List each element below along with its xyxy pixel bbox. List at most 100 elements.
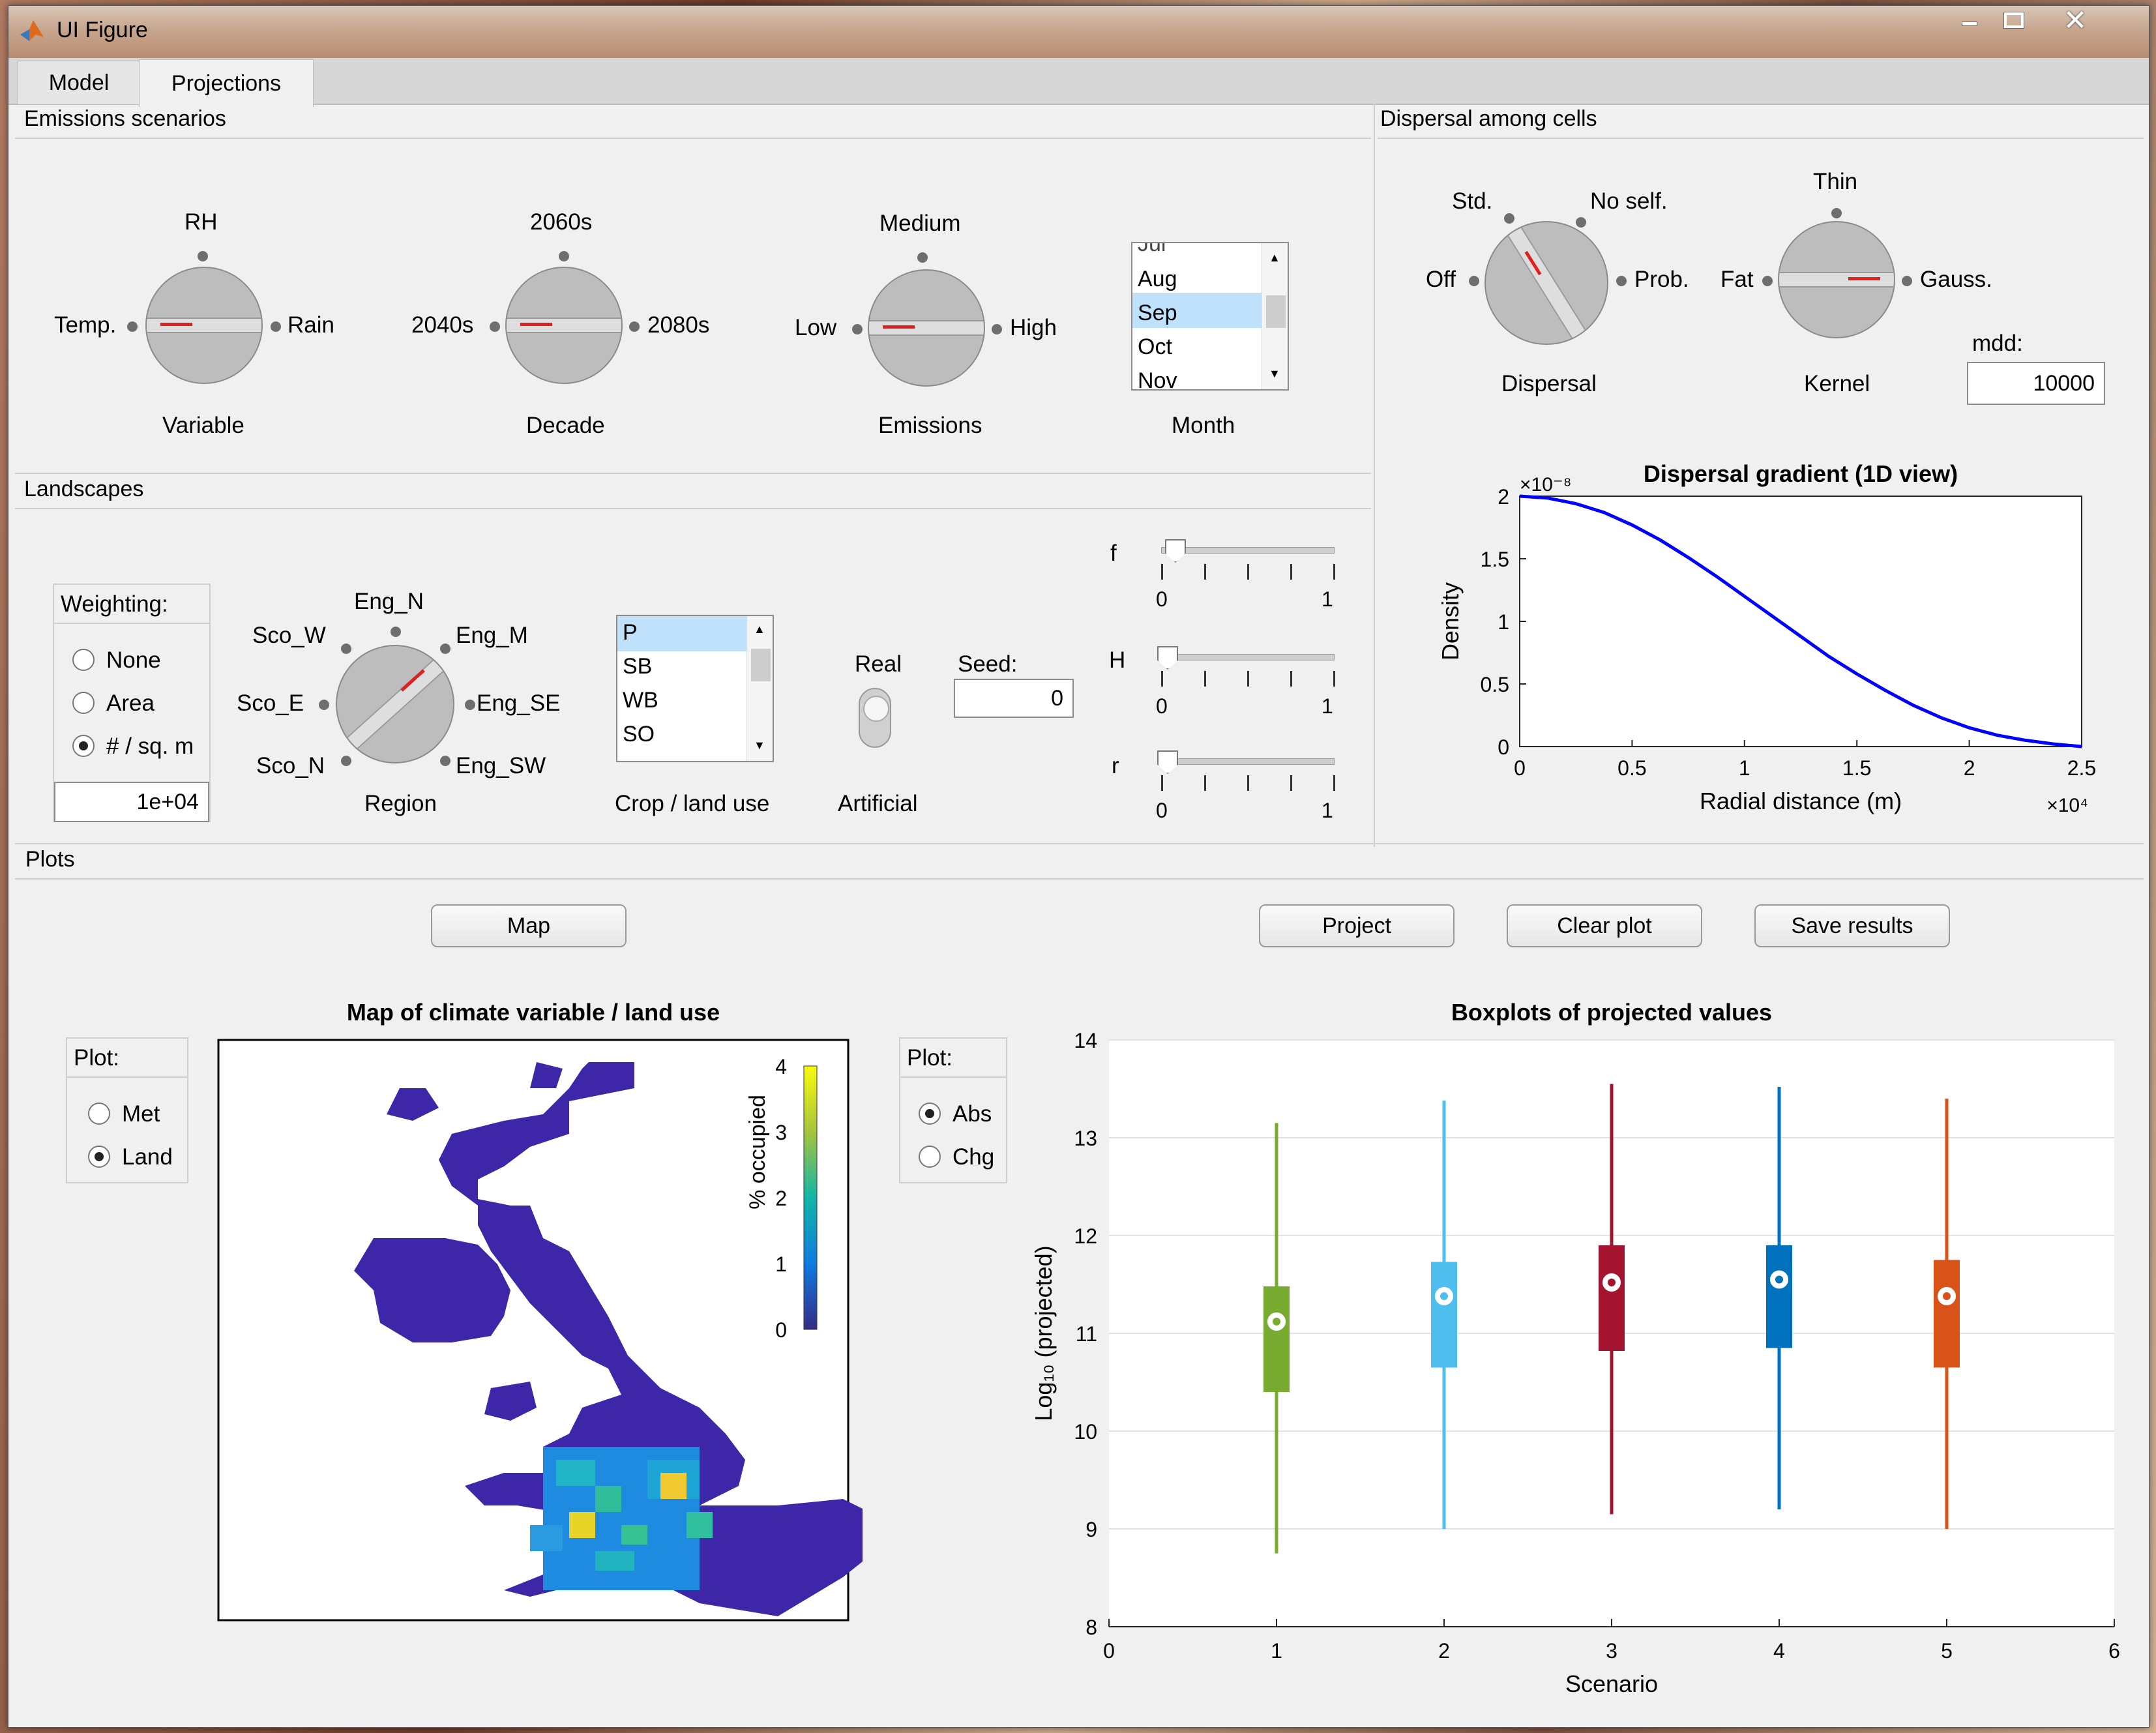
colorbar-tick-label: 4 — [775, 1055, 787, 1078]
dispersal-knob-label: Dispersal — [1501, 371, 1597, 396]
tab-model[interactable]: Model — [18, 61, 140, 105]
chart-title: Boxplots of projected values — [1451, 999, 1772, 1026]
x-tick-label: 1 — [1271, 1639, 1282, 1663]
heat-cell — [621, 1525, 647, 1545]
y-tick-label: 11 — [1076, 1322, 1097, 1346]
abs-radio[interactable] — [919, 1103, 941, 1125]
heat-cell — [595, 1551, 634, 1571]
knob-tick — [1902, 276, 1912, 286]
dispersal-panel-title: Dispersal among cells — [1380, 106, 1597, 131]
knob-tick — [490, 321, 500, 332]
met-label: Met — [122, 1101, 160, 1127]
kernel-knob[interactable] — [1778, 221, 1895, 338]
slider-r-min: 0 — [1156, 799, 1168, 822]
decade-right-label: 2080s — [647, 312, 710, 338]
region-ne-label: Eng_M — [456, 623, 528, 648]
month-listbox[interactable]: Jul Aug Sep Oct Nov ▲ ▼ — [1131, 242, 1289, 391]
map-button[interactable]: Map — [431, 904, 627, 947]
x-axis-label: Scenario — [1565, 1670, 1658, 1697]
project-button[interactable]: Project — [1259, 904, 1455, 947]
list-item[interactable]: P — [623, 620, 638, 645]
decade-knob-label: Decade — [526, 413, 605, 438]
y-tick-label: 0.5 — [1481, 673, 1509, 696]
variable-top-label: RH — [185, 209, 218, 235]
crop-listbox[interactable]: P SB WB SO ▲ ▼ — [616, 615, 774, 762]
emissions-knob[interactable] — [868, 269, 985, 387]
weighting-value-field[interactable]: 1e+04 — [54, 782, 209, 822]
mdd-label: mdd: — [1972, 331, 2023, 356]
y-tick-label: 1 — [1498, 610, 1509, 634]
chg-label: Chg — [952, 1144, 995, 1170]
list-item[interactable]: SB — [623, 654, 653, 679]
variable-knob[interactable] — [145, 267, 263, 384]
list-item[interactable]: Aug — [1138, 267, 1177, 291]
scroll-down-icon[interactable]: ▼ — [1269, 367, 1280, 380]
land-region — [387, 1088, 439, 1121]
abs-label: Abs — [952, 1101, 992, 1127]
decade-knob[interactable] — [505, 267, 623, 384]
y-tick-label: 1.5 — [1481, 548, 1509, 571]
scroll-up-icon[interactable]: ▲ — [1269, 251, 1280, 264]
slider-tick — [1333, 671, 1335, 687]
clear-plot-button[interactable]: Clear plot — [1507, 904, 1702, 947]
x-tick-label: 4 — [1773, 1639, 1785, 1663]
knob-tick — [992, 324, 1002, 334]
x-tick-label: 0 — [1103, 1639, 1115, 1663]
slider-tick — [1204, 671, 1206, 687]
dispersal-topright-label: No self. — [1590, 188, 1668, 214]
slider-r-thumb[interactable] — [1157, 750, 1178, 774]
slider-tick — [1204, 564, 1206, 580]
box — [1766, 1245, 1792, 1348]
weighting-group: Weighting: None Area # / sq. m 1e+04 — [53, 584, 211, 822]
y-tick-label: 12 — [1074, 1224, 1097, 1248]
save-results-button[interactable]: Save results — [1754, 904, 1950, 947]
slider-h-thumb[interactable] — [1157, 646, 1178, 670]
colorbar — [803, 1065, 818, 1330]
close-button[interactable]: ✕ — [2036, 5, 2114, 37]
knob-tick — [1616, 276, 1627, 286]
chg-radio[interactable] — [919, 1146, 941, 1168]
tab-projections[interactable]: Projections — [139, 59, 314, 107]
slider-f-thumb[interactable] — [1165, 539, 1186, 563]
weighting-none-radio[interactable] — [72, 649, 95, 671]
list-item[interactable]: WB — [623, 688, 658, 713]
slider-r-label: r — [1112, 753, 1119, 778]
real-artificial-switch[interactable] — [859, 688, 891, 748]
knob-tick — [198, 251, 208, 261]
region-knob[interactable] — [336, 645, 454, 763]
list-item[interactable]: Sep — [1138, 301, 1177, 325]
scroll-down-icon[interactable]: ▼ — [754, 739, 765, 752]
climate-map-chart: Map of climate variable / land use 0 1 2 3 4%… — [217, 999, 863, 1622]
slider-tick — [1204, 775, 1206, 791]
emissions-top-label: Medium — [879, 211, 961, 236]
land-radio[interactable] — [88, 1146, 110, 1168]
list-item[interactable]: Nov — [1138, 368, 1177, 391]
knob-tick — [1469, 276, 1479, 286]
region-se-label: Eng_SW — [456, 753, 546, 778]
maximize-button[interactable] — [1992, 6, 2036, 35]
list-item[interactable]: SO — [623, 722, 655, 747]
y-tick-label: 10 — [1074, 1420, 1097, 1444]
weighting-area-radio[interactable] — [72, 692, 95, 714]
weighting-density-radio[interactable] — [72, 735, 95, 757]
dispersal-knob[interactable] — [1484, 221, 1608, 345]
slider-f-track[interactable] — [1161, 547, 1335, 554]
y-axis-label: Density — [1437, 582, 1464, 660]
month-scrollbar[interactable]: ▲ ▼ — [1262, 243, 1288, 389]
y-axis-label: Log₁₀ (projected) — [1030, 1245, 1057, 1421]
knob-tick — [1504, 213, 1514, 224]
slider-h-track[interactable] — [1161, 654, 1335, 660]
met-radio[interactable] — [88, 1103, 110, 1125]
mdd-field[interactable]: 10000 — [1967, 362, 2105, 405]
list-item[interactable]: Oct — [1138, 334, 1172, 359]
seed-field[interactable]: 0 — [954, 679, 1074, 718]
variable-right-label: Rain — [288, 312, 334, 338]
scroll-up-icon[interactable]: ▲ — [754, 623, 765, 636]
slider-r-track[interactable] — [1161, 758, 1335, 765]
weighting-title: Weighting: — [61, 591, 168, 617]
slider-tick — [1290, 671, 1292, 687]
minimize-button[interactable] — [1947, 6, 1992, 35]
x-tick-label: 1 — [1739, 756, 1750, 780]
crop-scrollbar[interactable]: ▲ ▼ — [746, 616, 773, 761]
x-tick-label: 2.5 — [2067, 756, 2096, 780]
